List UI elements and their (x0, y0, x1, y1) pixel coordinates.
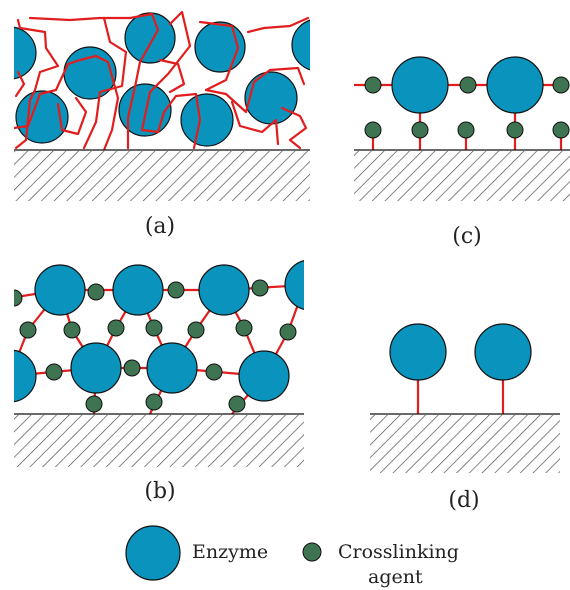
enzyme-circle (14, 349, 37, 403)
crosslinker-dot (145, 319, 163, 337)
crosslinker-dot (459, 76, 477, 94)
legend: Enzyme Crosslinking agent (125, 525, 459, 588)
panel-a-enzymes (14, 12, 310, 147)
crosslinker-dot (251, 279, 269, 297)
enzyme-circle (194, 21, 246, 73)
crosslinker-dot (411, 121, 429, 139)
panel-c-support (354, 151, 570, 201)
crosslinker-dot (506, 121, 524, 139)
crosslinker-dot (19, 321, 37, 339)
enzyme-circle (63, 46, 117, 100)
legend-crosslinker-swatch (302, 542, 322, 562)
crosslinker-dot (364, 121, 382, 139)
enzyme-circle (244, 71, 298, 125)
crosslinker-dot (235, 319, 253, 337)
panel-a: (a) (14, 10, 310, 239)
enzyme-circle (291, 19, 310, 71)
crosslinker-dot (63, 321, 81, 339)
crosslinker-dot (87, 283, 105, 301)
crosslinker-dot (364, 76, 382, 94)
panel-c-crosslinkers (364, 76, 570, 139)
panel-b: (b) (14, 260, 304, 504)
enzyme-circle (486, 56, 544, 114)
enzyme-circle (14, 26, 37, 80)
enzyme-circle (238, 350, 290, 402)
enzyme-circle (124, 12, 176, 64)
crosslinker-dot (14, 289, 23, 307)
panel-c: (c) (354, 56, 570, 249)
panel-b-crosslinkers (14, 279, 297, 413)
legend-crosslinker-label-line1: Crosslinking (338, 541, 459, 563)
crosslinker-dot (123, 359, 141, 377)
enzyme-circle (389, 323, 447, 381)
crosslinker-dot (45, 363, 63, 381)
enzyme-circle (198, 264, 250, 316)
crosslinker-dot (279, 323, 297, 341)
panel-d-label: (d) (448, 488, 479, 513)
crosslinker-dot (205, 363, 223, 381)
panel-a-label: (a) (145, 214, 175, 239)
enzyme-circle (112, 264, 164, 316)
panel-b-enzymes (14, 260, 304, 403)
enzyme-circle (34, 264, 86, 316)
crosslinker-dot (145, 393, 163, 411)
enzyme-circle (118, 83, 172, 137)
panel-a-support (14, 151, 310, 201)
enzyme-circle (284, 260, 304, 310)
crosslinker-dot (167, 281, 185, 299)
crosslinker-dot (85, 395, 103, 413)
enzyme-circle (391, 56, 449, 114)
panel-d: (d) (370, 323, 560, 513)
enzyme-circle (180, 93, 234, 147)
legend-enzyme-label: Enzyme (192, 541, 268, 563)
crosslinker-dot (107, 319, 125, 337)
legend-enzyme-swatch (125, 525, 181, 581)
panel-b-label: (b) (144, 479, 175, 504)
panel-d-support (370, 415, 560, 473)
crosslinker-dot (552, 121, 570, 139)
legend-crosslinker-label-line2: agent (368, 566, 423, 588)
crosslinker-dot (187, 321, 205, 339)
enzyme-circle (474, 323, 532, 381)
panel-a-polymer-chains (14, 10, 310, 150)
crosslinker-dot (228, 395, 246, 413)
panel-b-support (14, 415, 304, 467)
enzyme-circle (70, 342, 122, 394)
crosslinker-dot (552, 76, 570, 94)
crosslinker-dot (457, 121, 475, 139)
panel-c-label: (c) (452, 224, 482, 249)
enzyme-circle (146, 342, 198, 394)
